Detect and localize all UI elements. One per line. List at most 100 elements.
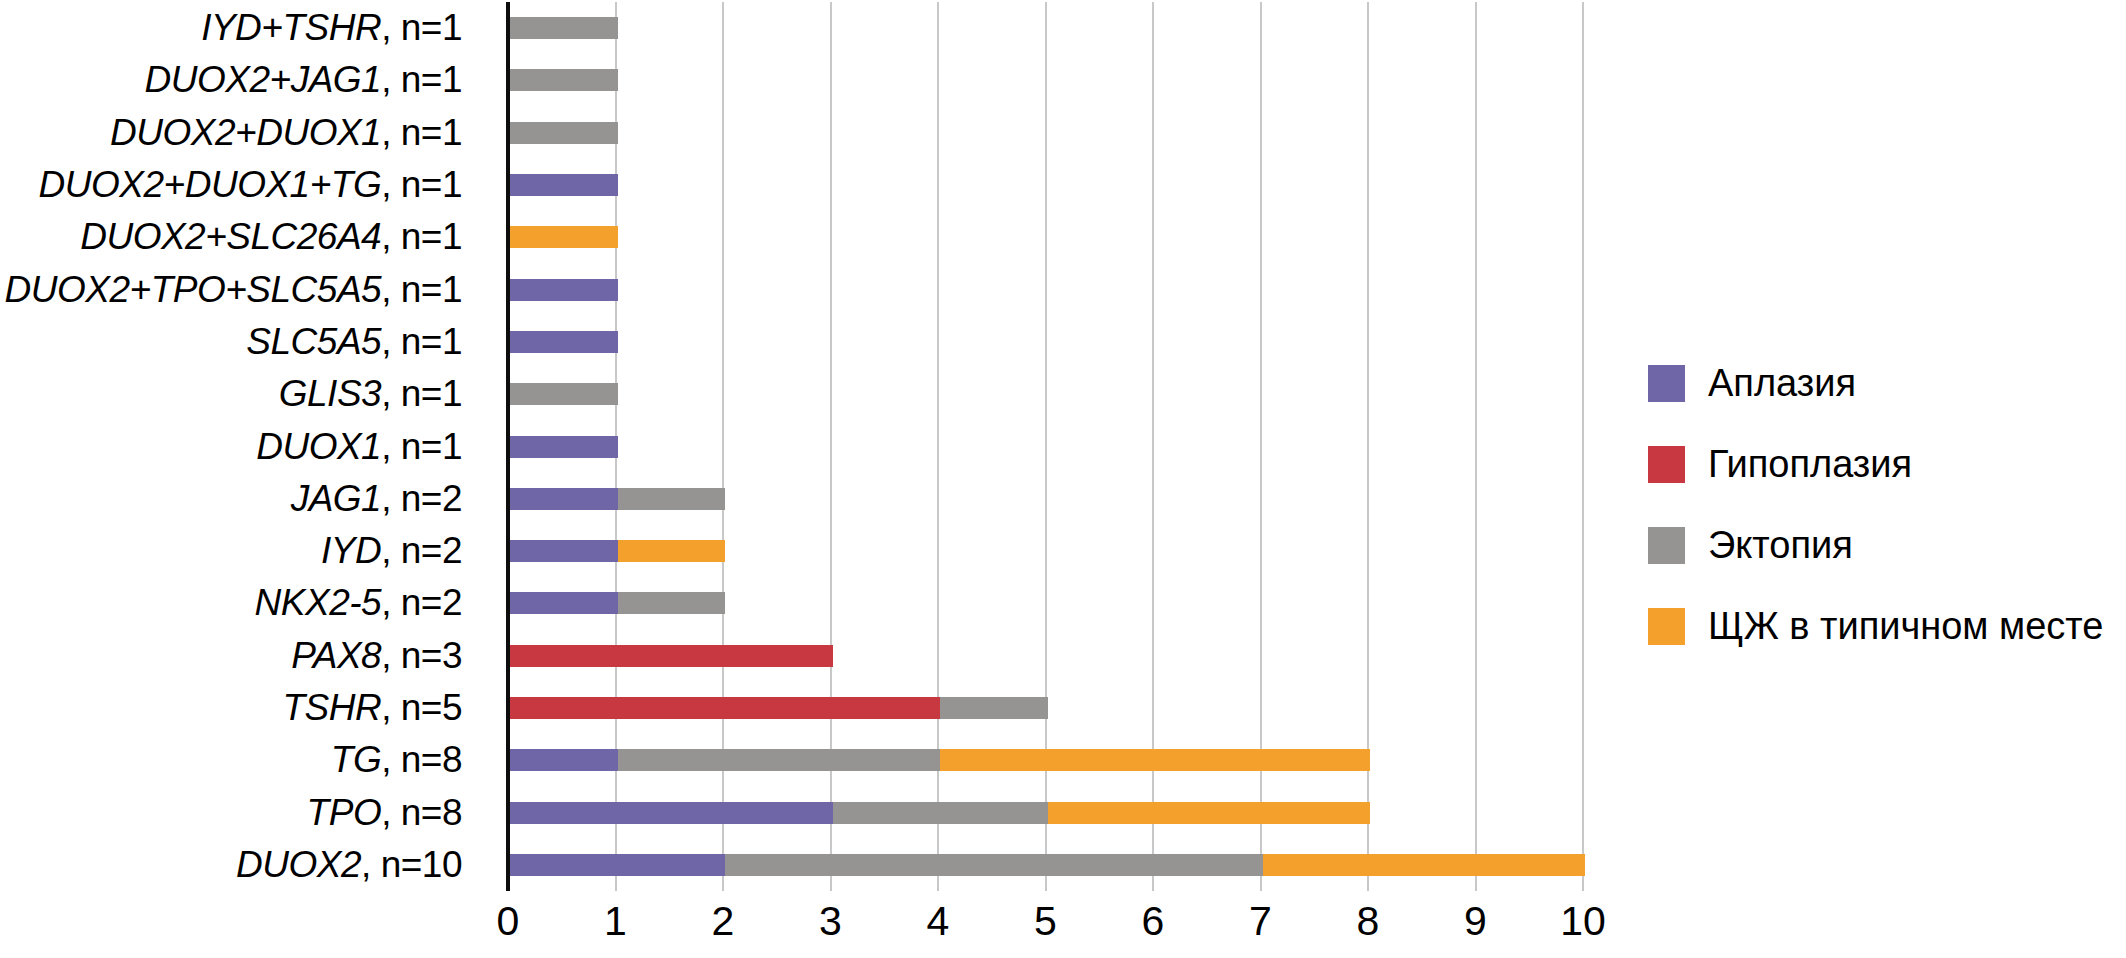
bar-segment <box>833 802 1048 824</box>
category-count: , n=8 <box>381 792 462 834</box>
bar-segment <box>618 749 941 771</box>
bar-segment <box>510 697 940 719</box>
category-gene-name: TSHR <box>282 687 381 729</box>
legend-swatch <box>1648 527 1685 564</box>
bar-row <box>510 383 618 405</box>
bar-segment <box>510 331 618 353</box>
bar-row <box>510 226 618 248</box>
bar-segment <box>618 592 726 614</box>
y-axis-category-label: TPO, n=8 <box>0 789 462 837</box>
category-gene-name: DUOX2+JAG1 <box>145 59 382 101</box>
x-axis-tick-label: 1 <box>604 898 627 945</box>
bar-row <box>510 69 618 91</box>
stacked-bar-chart: 012345678910IYD+TSHR, n=1DUOX2+JAG1, n=1… <box>0 0 2126 958</box>
category-count: , n=1 <box>381 112 462 154</box>
category-count: , n=8 <box>381 739 462 781</box>
category-count: , n=1 <box>381 373 462 415</box>
bar-row <box>510 592 725 614</box>
category-count: , n=3 <box>381 635 462 677</box>
category-gene-name: GLIS3 <box>279 373 381 415</box>
bar-segment <box>510 383 618 405</box>
category-count: , n=1 <box>381 426 462 468</box>
x-axis-tick-label: 6 <box>1142 898 1165 945</box>
category-gene-name: JAG1 <box>291 478 382 520</box>
x-gridline <box>1475 2 1477 891</box>
y-axis-category-label: IYD+TSHR, n=1 <box>0 4 462 52</box>
legend: АплазияГипоплазияЭктопияЩЖ в типичном ме… <box>1648 362 2103 648</box>
category-count: , n=2 <box>381 530 462 572</box>
bar-row <box>510 122 618 144</box>
bar-row <box>510 17 618 39</box>
legend-swatch <box>1648 365 1685 402</box>
bar-row <box>510 436 618 458</box>
bar-segment <box>1048 802 1371 824</box>
bar-segment <box>510 226 618 248</box>
bar-row <box>510 174 618 196</box>
bar-segment <box>510 854 725 876</box>
y-axis-category-label: DUOX1, n=1 <box>0 423 462 471</box>
bar-row <box>510 488 725 510</box>
legend-swatch <box>1648 446 1685 483</box>
bar-segment <box>618 540 726 562</box>
bar-segment <box>510 540 618 562</box>
bar-segment <box>510 17 618 39</box>
category-count: , n=2 <box>381 582 462 624</box>
y-axis-category-label: DUOX2, n=10 <box>0 841 462 889</box>
legend-item: Эктопия <box>1648 524 2103 567</box>
bar-segment <box>510 749 618 771</box>
y-axis-category-label: TSHR, n=5 <box>0 684 462 732</box>
bar-segment <box>510 645 833 667</box>
x-gridline <box>1582 2 1584 891</box>
category-gene-name: NKX2-5 <box>255 582 382 624</box>
x-axis-tick-label: 8 <box>1357 898 1380 945</box>
bar-segment <box>940 749 1370 771</box>
legend-label: ЩЖ в типичном месте <box>1708 605 2103 648</box>
x-axis-tick-label: 7 <box>1249 898 1272 945</box>
y-axis-category-label: DUOX2+JAG1, n=1 <box>0 56 462 104</box>
bar-segment <box>510 122 618 144</box>
x-axis-tick-label: 2 <box>712 898 735 945</box>
x-axis-tick-label: 5 <box>1034 898 1057 945</box>
bar-segment <box>510 802 833 824</box>
bar-row <box>510 645 833 667</box>
category-count: , n=5 <box>381 687 462 729</box>
category-count: , n=10 <box>361 844 462 886</box>
x-axis-tick-label: 9 <box>1464 898 1487 945</box>
y-axis-category-label: SLC5A5, n=1 <box>0 318 462 366</box>
y-axis-category-label: DUOX2+TPO+SLC5A5, n=1 <box>0 266 462 314</box>
bar-row <box>510 749 1370 771</box>
category-gene-name: IYD+TSHR <box>201 7 381 49</box>
y-axis-category-label: PAX8, n=3 <box>0 632 462 680</box>
bar-row <box>510 331 618 353</box>
bar-segment <box>618 488 726 510</box>
category-count: , n=2 <box>381 478 462 520</box>
y-axis-category-label: DUOX2+DUOX1+TG, n=1 <box>0 161 462 209</box>
category-count: , n=1 <box>381 216 462 258</box>
bar-row <box>510 802 1370 824</box>
y-axis-category-label: NKX2-5, n=2 <box>0 579 462 627</box>
bar-row <box>510 854 1585 876</box>
category-gene-name: TPO <box>307 792 382 834</box>
bar-segment <box>510 436 618 458</box>
category-gene-name: DUOX1 <box>256 426 381 468</box>
legend-swatch <box>1648 608 1685 645</box>
x-axis-tick-label: 4 <box>927 898 950 945</box>
x-axis-tick-label: 3 <box>819 898 842 945</box>
bar-segment <box>510 174 618 196</box>
x-axis-tick-label: 0 <box>497 898 520 945</box>
category-count: , n=1 <box>381 7 462 49</box>
category-count: , n=1 <box>381 59 462 101</box>
y-axis-category-label: JAG1, n=2 <box>0 475 462 523</box>
bar-segment <box>510 592 618 614</box>
bar-segment <box>510 279 618 301</box>
y-axis-category-label: DUOX2+DUOX1, n=1 <box>0 109 462 157</box>
legend-item: ЩЖ в типичном месте <box>1648 605 2103 648</box>
legend-item: Гипоплазия <box>1648 443 2103 486</box>
bar-segment <box>1263 854 1586 876</box>
category-gene-name: DUOX2+TPO+SLC5A5 <box>5 269 382 311</box>
y-axis-category-label: GLIS3, n=1 <box>0 370 462 418</box>
bar-segment <box>510 69 618 91</box>
category-count: , n=1 <box>381 321 462 363</box>
category-gene-name: DUOX2+DUOX1+TG <box>39 164 382 206</box>
bar-segment <box>725 854 1263 876</box>
